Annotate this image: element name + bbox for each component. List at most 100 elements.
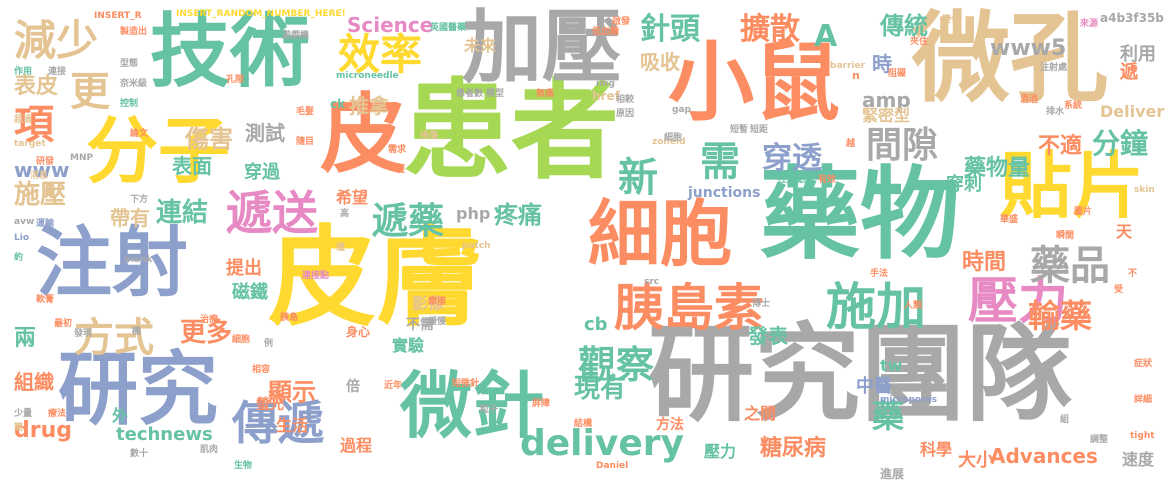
word: 遞送 <box>226 186 318 240</box>
word: www <box>14 158 70 182</box>
word: 運輸 <box>36 219 55 229</box>
word: 胰島 <box>280 313 299 323</box>
word: 下方 <box>130 195 149 205</box>
word: avw <box>14 217 35 227</box>
word: 數十 <box>130 449 149 459</box>
word: 消息 <box>30 171 49 181</box>
word: 速度 <box>1122 450 1155 469</box>
word: skin <box>1134 185 1155 195</box>
word: 顯示 <box>268 378 316 406</box>
word: 間隙 <box>866 125 939 166</box>
word: 圖片 <box>1074 207 1093 217</box>
word: 分子 <box>86 109 231 193</box>
word: 連接 <box>48 67 67 77</box>
word: 技術 <box>150 5 310 98</box>
word: 不適 <box>1038 134 1083 159</box>
word: 近年 <box>384 381 403 391</box>
word: INSERT_RANDOM_NUMBER_HERE! <box>176 9 346 19</box>
word: 吸收 <box>640 50 680 74</box>
word: 細胞 <box>588 192 733 276</box>
word: 短距 <box>750 125 769 135</box>
word: 毛髮 <box>296 107 315 117</box>
word: 需 <box>700 139 740 185</box>
word: Daniel <box>596 461 629 471</box>
word: 生活 <box>276 416 309 435</box>
word: 組織 <box>14 370 54 394</box>
word: 作用 <box>14 67 33 77</box>
word: 帶有 <box>110 206 150 230</box>
word: 控制 <box>120 99 139 109</box>
word: amp <box>862 88 911 112</box>
word: tight <box>1130 431 1155 441</box>
word: tw <box>880 356 903 375</box>
word: 連結 <box>156 198 209 228</box>
word: 傳遞 <box>232 396 324 450</box>
word: 倍 <box>346 379 360 395</box>
word: 患者數 <box>456 89 484 99</box>
word: 需求 <box>388 145 407 155</box>
word: 皮膚 <box>268 216 485 341</box>
word: 壓力 <box>968 272 1068 330</box>
word: delivery <box>520 423 684 464</box>
word: 損傷 <box>420 131 439 141</box>
word: 藥品 <box>1030 243 1110 289</box>
word: 擴散 <box>740 12 800 47</box>
word: 手法 <box>870 269 889 279</box>
word: 受 <box>1114 285 1124 295</box>
word: 不 <box>1128 269 1138 279</box>
word: ck <box>330 97 346 111</box>
word: 科學 <box>920 440 953 459</box>
word: 低血糖 <box>592 27 620 37</box>
word: target <box>14 139 46 149</box>
word: 原因 <box>616 109 635 119</box>
word: 加壓 <box>462 1 622 94</box>
word: 控制點 <box>778 175 806 185</box>
word: img <box>596 79 615 89</box>
word: src <box>644 277 660 287</box>
word: 推拿 <box>349 94 389 118</box>
word: 小鼠 <box>668 33 840 133</box>
word: 細胞 <box>232 335 251 345</box>
word: 藥 <box>872 397 905 435</box>
word: 短暫 <box>730 125 749 135</box>
word: 藥物量 <box>964 156 1031 181</box>
word: 夾住 <box>910 37 929 47</box>
word: 越 <box>846 139 856 149</box>
word: 未來 <box>464 36 497 55</box>
word: 壓力 <box>704 442 737 461</box>
word: 針頭 <box>640 12 700 47</box>
word: 螢光 <box>256 397 284 413</box>
word: 研究團隊 <box>648 313 1072 436</box>
word: 皮 <box>320 85 406 185</box>
word: 養 <box>396 165 406 175</box>
word: 現有 <box>574 374 627 404</box>
word: 進展 <box>880 467 905 481</box>
word: 奈米級 <box>120 79 148 89</box>
word: 無痛 <box>536 89 555 99</box>
word: 超過 <box>14 115 33 125</box>
word: 變化 <box>942 15 961 25</box>
word: 孔隙 <box>226 75 245 85</box>
word: 磁鐵 <box>232 282 268 303</box>
word: 微針 <box>400 364 545 448</box>
word: A <box>814 19 838 54</box>
word: 僅 <box>336 243 346 253</box>
word: 實驗 <box>392 336 425 355</box>
word: 阻礙 <box>888 69 907 79</box>
word: patch <box>462 241 491 251</box>
word: 項 <box>14 102 54 148</box>
word: 約 <box>14 253 24 263</box>
word: 酒酒 <box>1020 95 1039 105</box>
word: 人類 <box>904 301 923 311</box>
word: INSERT_R <box>94 11 142 21</box>
word: 注射處 <box>1040 63 1068 73</box>
word: 提出 <box>226 258 262 279</box>
word: Science <box>347 13 434 37</box>
word: 兩 <box>14 326 37 351</box>
word: 有效 <box>818 175 837 185</box>
word: 遞 <box>1120 62 1138 83</box>
word: 減少 <box>14 16 99 65</box>
word: Deliver <box>1100 102 1165 121</box>
word: 利用 <box>1120 44 1156 65</box>
word: 希望 <box>336 188 369 207</box>
